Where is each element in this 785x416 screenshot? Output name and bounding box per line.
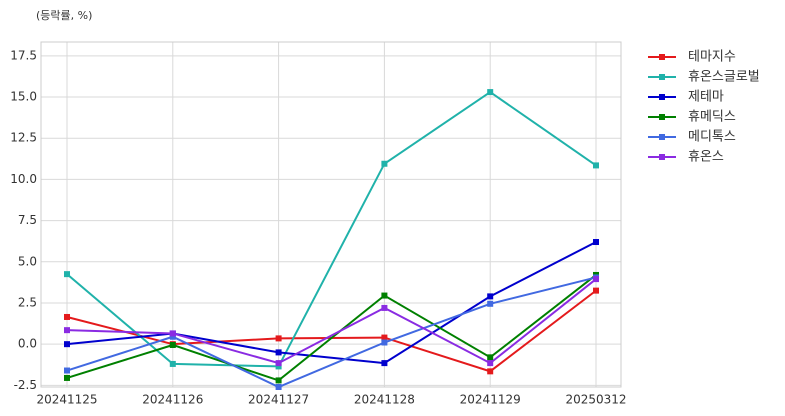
marker: [64, 374, 70, 381]
marker: [169, 333, 176, 340]
series-line: [66, 274, 597, 382]
marker: [275, 335, 282, 342]
y-tick-label: 5.0: [18, 254, 37, 268]
legend-label: 제테마: [688, 90, 724, 105]
marker: [169, 341, 176, 348]
x-tick-label: 20250312: [565, 393, 626, 407]
y-tick-label: 15.0: [10, 90, 37, 104]
marker: [593, 276, 599, 283]
y-tick-label: 17.5: [10, 48, 37, 62]
marker: [275, 349, 282, 356]
marker: [169, 360, 176, 367]
y-tick-label: 7.5: [18, 213, 37, 227]
x-tick-label: 20241126: [142, 393, 203, 407]
marker: [381, 360, 388, 367]
plot-frame: [40, 41, 622, 388]
marker: [381, 339, 388, 346]
marker: [275, 384, 282, 390]
marker: [593, 162, 599, 169]
legend-label: 휴메딕스: [688, 110, 736, 125]
marker: [275, 377, 282, 384]
marker: [381, 292, 388, 299]
series-line: [66, 241, 597, 365]
legend-label: 휴온스: [688, 150, 724, 165]
marker: [487, 354, 494, 361]
x-tick-label: 20241127: [248, 393, 309, 407]
marker: [487, 360, 494, 367]
series-line: [66, 90, 597, 368]
marker: [487, 89, 494, 96]
y-tick-label: 0.0: [18, 337, 37, 351]
marker: [64, 313, 70, 320]
marker: [381, 334, 388, 341]
y-tick-label: 12.5: [10, 131, 37, 145]
series-line: [66, 278, 597, 365]
marker: [275, 363, 282, 370]
marker: [64, 271, 70, 278]
marker: [487, 368, 494, 375]
x-tick-label: 20241125: [36, 393, 97, 407]
legend-label: 메디톡스: [688, 130, 736, 145]
marker: [381, 304, 388, 311]
y-tick-label: 10.0: [10, 172, 37, 186]
marker: [64, 327, 70, 334]
marker: [487, 293, 494, 300]
x-tick-label: 20241129: [460, 393, 521, 407]
marker: [64, 367, 70, 374]
marker: [593, 239, 599, 246]
x-tick-label: 20241128: [354, 393, 415, 407]
legend-marker: [659, 54, 665, 60]
y-axis-label: (등락률, %): [36, 9, 92, 22]
legend-marker: [659, 154, 665, 160]
legend-label: 휴온스글로벌: [688, 70, 760, 85]
y-tick-label: -2.5: [14, 378, 37, 392]
legend-label: 테마지수: [688, 50, 736, 65]
marker: [64, 341, 70, 348]
marker: [487, 300, 494, 307]
y-tick-label: 2.5: [18, 295, 37, 309]
legend-marker: [659, 94, 665, 100]
legend-marker: [659, 134, 665, 140]
marker: [275, 360, 282, 367]
marker: [381, 160, 388, 167]
marker: [593, 287, 599, 294]
legend-marker: [659, 114, 665, 120]
marker: [169, 330, 176, 337]
series-line: [66, 276, 597, 389]
legend-marker: [659, 74, 665, 80]
